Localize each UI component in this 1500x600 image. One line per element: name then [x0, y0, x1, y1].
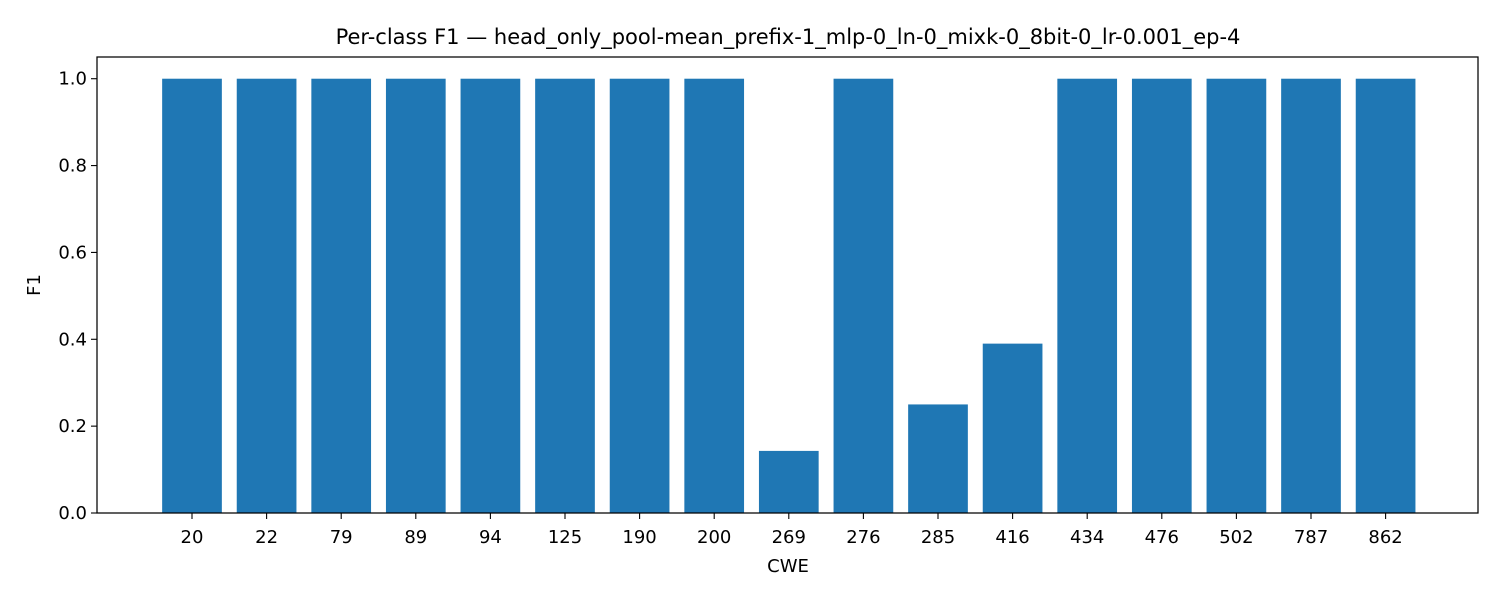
y-tick-label-0.6: 0.6 — [58, 242, 87, 263]
bar-276 — [833, 78, 894, 514]
y-tick-label-0.2: 0.2 — [58, 416, 87, 437]
x-tick-label-476: 476 — [1145, 527, 1179, 548]
x-tick-label-125: 125 — [548, 527, 582, 548]
x-axis-title: CWE — [767, 556, 809, 577]
bar-89 — [385, 78, 446, 514]
x-tick-label-269: 269 — [772, 527, 806, 548]
chart-title: Per-class F1 — head_only_pool-mean_prefi… — [336, 25, 1241, 50]
x-tick-label-862: 862 — [1368, 527, 1402, 548]
y-tick-label-1.0: 1.0 — [58, 69, 87, 90]
bar-787 — [1281, 78, 1341, 514]
bar-269 — [758, 450, 819, 513]
x-tick-label-787: 787 — [1294, 527, 1328, 548]
x-tick-label-502: 502 — [1219, 527, 1253, 548]
x-tick-label-276: 276 — [846, 527, 880, 548]
bar-79 — [311, 78, 372, 514]
x-tick-label-89: 89 — [404, 527, 427, 548]
bar-190 — [609, 78, 670, 514]
x-tick-label-79: 79 — [330, 527, 353, 548]
y-axis: 0.0 0.2 0.4 0.6 0.8 1.0 — [58, 69, 97, 524]
x-tick-label-190: 190 — [622, 527, 656, 548]
bar-502 — [1206, 78, 1267, 514]
bar-94 — [460, 78, 521, 514]
bar-434 — [1057, 78, 1118, 514]
bars — [162, 78, 1416, 514]
y-axis-title: F1 — [24, 274, 45, 296]
x-tick-label-200: 200 — [697, 527, 731, 548]
x-tick-label-434: 434 — [1070, 527, 1104, 548]
y-tick-label-0.8: 0.8 — [58, 156, 87, 177]
x-tick-label-94: 94 — [479, 527, 502, 548]
bar-125 — [535, 78, 595, 514]
y-tick-label-0.0: 0.0 — [58, 503, 87, 524]
x-tick-label-416: 416 — [995, 527, 1029, 548]
bar-416 — [982, 343, 1043, 513]
x-tick-label-20: 20 — [181, 527, 204, 548]
x-tick-label-22: 22 — [255, 527, 278, 548]
bar-200 — [684, 78, 745, 514]
x-tick-label-285: 285 — [921, 527, 955, 548]
bar-862 — [1355, 78, 1416, 514]
bar-20 — [162, 78, 222, 514]
bar-476 — [1131, 78, 1192, 514]
bar-285 — [908, 404, 968, 513]
bar-22 — [236, 78, 297, 514]
plot-frame — [96, 56, 1479, 514]
x-axis: 20 22 79 89 94 125 190 200 269 276 285 416 434 476 502… — [181, 513, 1403, 548]
y-tick-label-0.4: 0.4 — [58, 329, 87, 350]
